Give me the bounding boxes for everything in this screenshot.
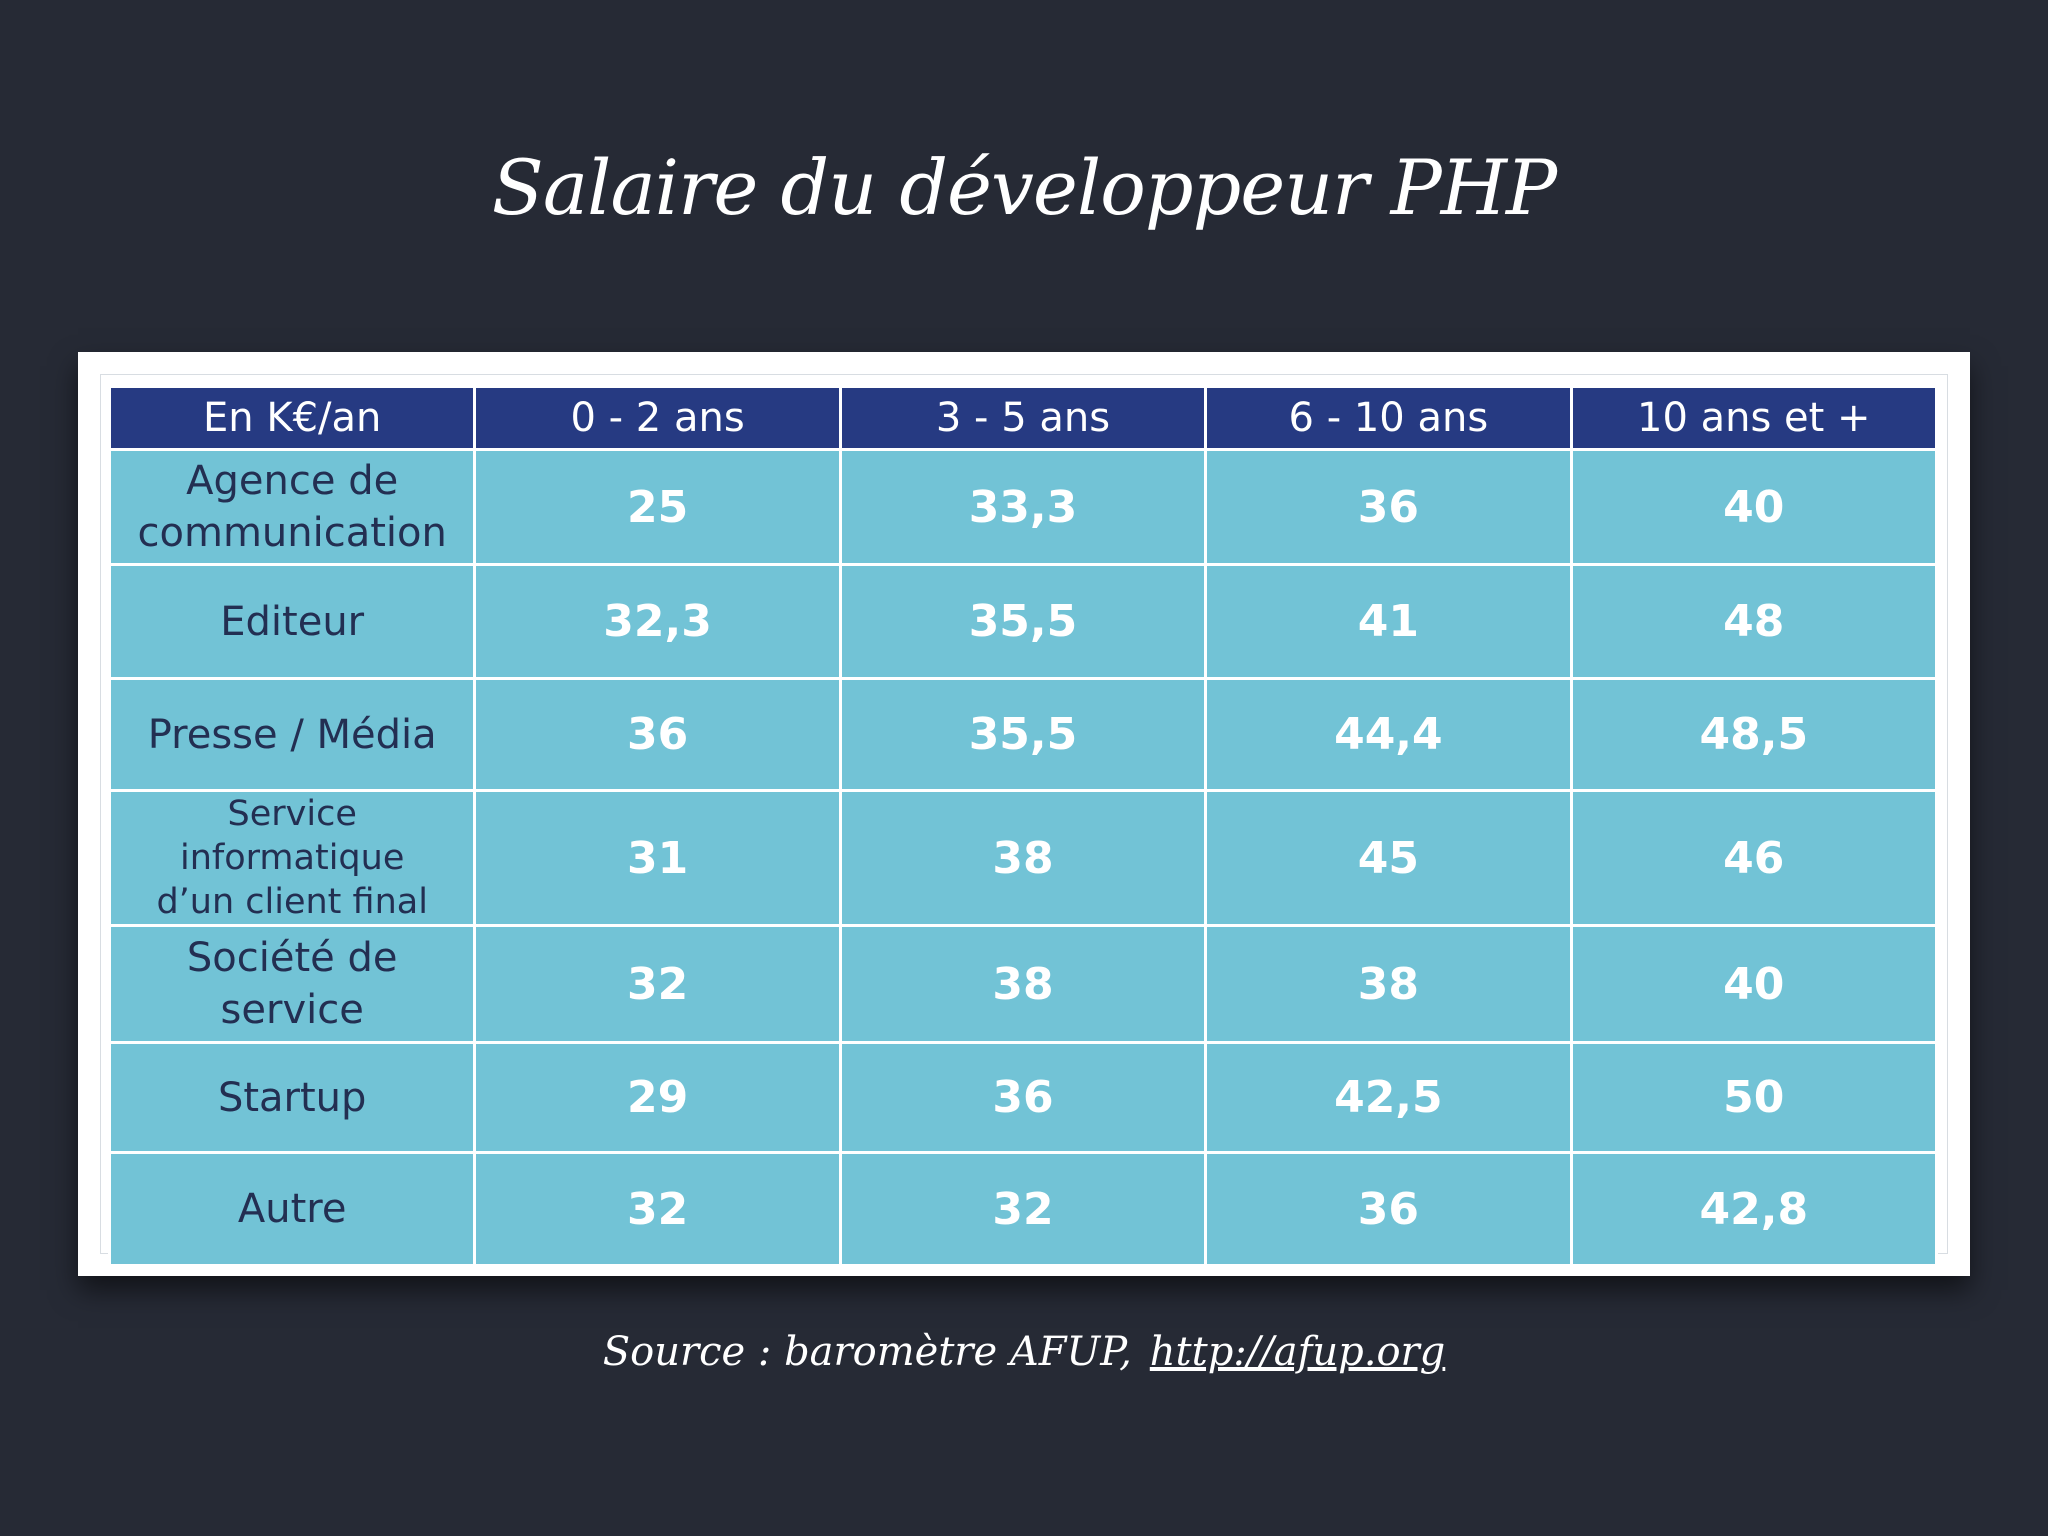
value-cell: 38 xyxy=(838,789,1208,927)
value-cell: 31 xyxy=(473,789,842,927)
source-line: Source : baromètre AFUP, http://afup.org xyxy=(0,1322,2048,1382)
value-cell: 41 xyxy=(1204,563,1573,680)
row-label-line: Startup xyxy=(217,1074,367,1121)
value-cell: 44,4 xyxy=(1204,677,1573,792)
table-row: Agence de communication 25 33,3 36 40 xyxy=(107,448,1939,566)
value-cell: 45 xyxy=(1204,789,1573,927)
row-label: Autre xyxy=(107,1151,477,1267)
value-cell: 36 xyxy=(1204,448,1573,566)
value-cell: 36 xyxy=(838,1041,1208,1154)
value-cell: 32 xyxy=(473,1151,842,1267)
header-10-plus-years: 10 ans et + xyxy=(1569,385,1939,451)
row-label-line: Autre xyxy=(237,1186,347,1232)
value-cell: 35,5 xyxy=(838,677,1208,792)
row-label: Editeur xyxy=(107,563,477,680)
table-row: Société de service 32 38 38 40 xyxy=(107,924,1939,1044)
value-cell: 29 xyxy=(473,1041,842,1154)
value-cell: 35,5 xyxy=(838,563,1208,680)
header-0-2-years: 0 - 2 ans xyxy=(473,385,842,451)
header-6-10-years: 6 - 10 ans xyxy=(1204,385,1573,451)
table-row: Presse / Média 36 35,5 44,4 48,5 xyxy=(107,677,1939,792)
value-cell: 40 xyxy=(1569,448,1939,566)
source-link[interactable]: http://afup.org xyxy=(1149,1329,1446,1375)
table-row: Autre 32 32 36 42,8 xyxy=(107,1151,1939,1267)
row-label-line: communication xyxy=(137,510,447,556)
row-label: Presse / Média xyxy=(107,677,477,792)
value-cell: 50 xyxy=(1569,1041,1939,1154)
header-3-5-years: 3 - 5 ans xyxy=(838,385,1208,451)
value-cell: 32 xyxy=(838,1151,1208,1267)
row-label-line: Agence de xyxy=(186,458,399,504)
table-row: Startup 29 36 42,5 50 xyxy=(107,1041,1939,1154)
value-cell: 36 xyxy=(473,677,842,792)
value-cell: 42,8 xyxy=(1569,1151,1939,1267)
row-label-line: d’un client final xyxy=(156,882,428,922)
source-text: Source : baromètre AFUP, xyxy=(602,1329,1132,1375)
value-cell: 48,5 xyxy=(1569,677,1939,792)
value-cell: 42,5 xyxy=(1204,1041,1573,1154)
value-cell: 46 xyxy=(1569,789,1939,927)
value-cell: 38 xyxy=(1204,924,1573,1044)
row-label-line: Société de xyxy=(186,935,398,981)
value-cell: 25 xyxy=(473,448,842,566)
table-card: En K€/an 0 - 2 ans 3 - 5 ans 6 - 10 ans … xyxy=(78,352,1970,1276)
value-cell: 33,3 xyxy=(838,448,1208,566)
slide-title: Salaire du développeur PHP xyxy=(491,143,1557,232)
value-cell: 36 xyxy=(1204,1151,1573,1267)
row-label: Société de service xyxy=(107,924,477,1044)
row-label-line: Presse / Média xyxy=(147,711,437,758)
row-label: Agence de communication xyxy=(107,448,477,566)
value-cell: 48 xyxy=(1569,563,1939,680)
table-frame: En K€/an 0 - 2 ans 3 - 5 ans 6 - 10 ans … xyxy=(100,374,1948,1267)
table-header-row: En K€/an 0 - 2 ans 3 - 5 ans 6 - 10 ans … xyxy=(107,385,1939,451)
salary-table: En K€/an 0 - 2 ans 3 - 5 ans 6 - 10 ans … xyxy=(107,385,1939,1267)
row-label-line: Service informatique xyxy=(180,794,405,878)
table-row: Editeur 32,3 35,5 41 48 xyxy=(107,563,1939,680)
row-label: Startup xyxy=(107,1041,477,1154)
row-label: Service informatique d’un client final xyxy=(107,789,477,927)
table-row: Service informatique d’un client final 3… xyxy=(107,789,1939,927)
value-cell: 32 xyxy=(473,924,842,1044)
row-label-line: Editeur xyxy=(220,598,365,645)
value-cell: 38 xyxy=(838,924,1208,1044)
row-label-line: service xyxy=(220,987,364,1033)
header-unit: En K€/an xyxy=(107,385,477,451)
value-cell: 40 xyxy=(1569,924,1939,1044)
value-cell: 32,3 xyxy=(473,563,842,680)
